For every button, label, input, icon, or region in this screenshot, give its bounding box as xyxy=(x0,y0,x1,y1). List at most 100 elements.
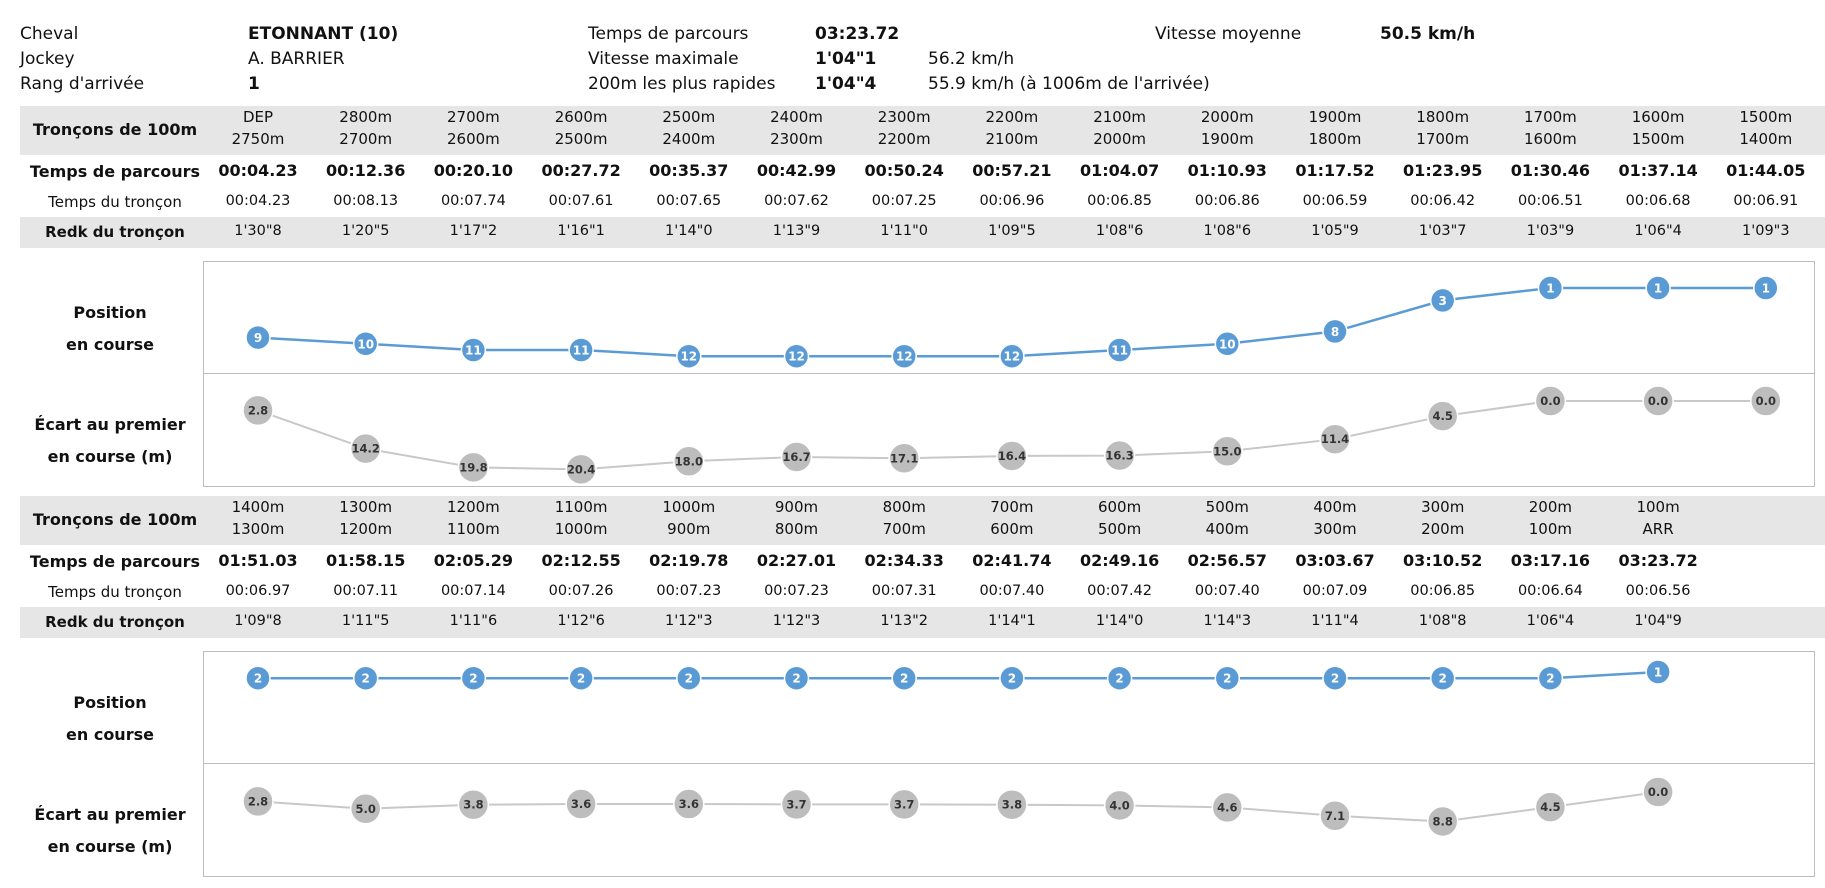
troncon-to-cell: 2750m xyxy=(231,130,285,148)
ecart-1-point-label: 20.4 xyxy=(567,462,595,476)
temps-parcours-cell: 01:10.93 xyxy=(1187,161,1267,180)
vmoy-label: Vitesse moyenne xyxy=(1155,24,1302,44)
jockey-label: Jockey xyxy=(20,49,75,69)
troncon-to-cell: 2000m xyxy=(1093,130,1146,148)
ecart-2-point xyxy=(1642,776,1674,808)
temps-parcours-cell: 02:49.16 xyxy=(1079,551,1160,570)
redk-cell: 1'14"3 xyxy=(1203,613,1252,629)
temps-parcours-cell: 02:05.29 xyxy=(433,551,514,570)
temps-troncon-cell: 00:07.11 xyxy=(333,583,399,599)
rang-value: 1 xyxy=(248,74,260,94)
troncon-from-cell: 1000m xyxy=(662,498,716,516)
fast-speed: 55.9 km/h (à 1006m de l'arrivée) xyxy=(928,74,1210,94)
temps-troncon-cell: 00:06.96 xyxy=(979,193,1045,209)
temps-troncon-cell: 00:08.13 xyxy=(333,193,399,209)
troncon-to-cell: 200m xyxy=(1421,520,1465,538)
temps-parcours-cell: 00:57.21 xyxy=(972,161,1052,180)
position-2-point-label: 2 xyxy=(1008,672,1016,686)
temps-parcours-cell: 01:17.52 xyxy=(1295,161,1375,180)
ecart-2-point xyxy=(457,788,490,821)
troncon-from-cell: 2800m xyxy=(339,108,393,126)
temps-troncon-cell: 00:06.59 xyxy=(1302,193,1368,209)
ecart-1-point xyxy=(1642,385,1674,417)
troncon-to-cell: ARR xyxy=(1642,520,1674,538)
ecart-2-point-label: 7.1 xyxy=(1325,809,1345,823)
position-2-point xyxy=(1322,665,1348,691)
troncon-from-cell: 300m xyxy=(1421,498,1465,516)
ecart-2-point-label: 8.8 xyxy=(1433,814,1453,828)
vmax-label: Vitesse maximale xyxy=(588,49,739,69)
ecart-2-point-label: 3.7 xyxy=(894,797,914,811)
ecart-2-line xyxy=(257,791,1659,823)
troncons-row-label: Tronçons de 100m xyxy=(32,120,198,139)
position-1-point-label: 11 xyxy=(573,344,590,358)
temps-troncon-cell: 00:06.85 xyxy=(1087,193,1153,209)
temps-parcours-cell: 02:19.78 xyxy=(649,551,729,570)
position-1-point-label: 12 xyxy=(788,350,805,364)
redk-cell: 1'06"4 xyxy=(1634,223,1682,239)
position-2-point xyxy=(1214,665,1241,691)
troncon-to-cell: 1700m xyxy=(1416,130,1470,148)
ecart-2-point xyxy=(673,788,705,820)
cheval-value: ETONNANT (10) xyxy=(248,24,399,44)
ecart-1-point-label: 19.8 xyxy=(459,460,487,474)
ecart-1-point-label: 15.0 xyxy=(1213,444,1241,458)
redk-cell: 1'09"3 xyxy=(1742,223,1790,239)
troncon-from-cell: 2700m xyxy=(446,108,500,126)
temps-value: 03:23.72 xyxy=(815,24,900,44)
fast-time: 1'04"4 xyxy=(815,74,877,94)
troncon-to-cell: 700m xyxy=(882,520,926,538)
temps-parcours-cell: 03:03.67 xyxy=(1295,551,1375,570)
position-2-point xyxy=(1106,665,1133,691)
ecart-1-point-label: 0.0 xyxy=(1540,394,1560,408)
troncon-to-cell: 900m xyxy=(667,520,711,538)
ecart-2-point xyxy=(996,788,1028,821)
redk-row-label: Redk du tronçon xyxy=(45,613,185,631)
position-2-point-label: 2 xyxy=(1331,672,1339,686)
redk-cell: 1'13"2 xyxy=(880,613,928,629)
troncon-from-cell: 1300m xyxy=(339,498,393,516)
temps-parcours-cell: 00:42.99 xyxy=(756,161,837,180)
troncon-to-cell: 400m xyxy=(1205,520,1249,538)
troncon-from-cell: 2600m xyxy=(554,108,608,126)
temps-troncon-cell: 00:06.56 xyxy=(1625,583,1691,599)
ecart-2-point-label: 2.8 xyxy=(248,794,268,808)
redk-cell: 1'14"0 xyxy=(665,223,713,239)
temps-parcours-cell: 02:12.55 xyxy=(541,551,621,570)
redk-cell: 1'03"9 xyxy=(1526,223,1575,239)
position-1-point xyxy=(999,343,1025,369)
ecart-2-point xyxy=(780,788,813,821)
ecart-2-point xyxy=(349,793,382,825)
ecart-1-point xyxy=(349,432,382,465)
position-1-point-label: 1 xyxy=(1546,282,1554,296)
temps-troncon-cell: 00:07.42 xyxy=(1087,583,1153,599)
position-2-point xyxy=(352,665,379,691)
ecart-2-point xyxy=(565,788,597,820)
redk-cell: 1'11"4 xyxy=(1311,613,1359,629)
position-2-point-label: 2 xyxy=(469,672,477,686)
ecart-2-point-label: 3.8 xyxy=(463,798,483,812)
redk-cell: 1'08"6 xyxy=(1203,223,1252,239)
ecart-2-point xyxy=(1426,805,1459,838)
troncon-to-cell: 1800m xyxy=(1308,130,1362,148)
troncon-from-cell: 700m xyxy=(990,498,1034,516)
troncon-from-cell: 2000m xyxy=(1200,108,1254,126)
troncon-to-cell: 2500m xyxy=(554,130,608,148)
ecart-2-point xyxy=(1211,791,1244,824)
ecart-2-point-label: 3.6 xyxy=(679,797,699,811)
position-2-point-label: 2 xyxy=(1546,672,1554,686)
troncon-band xyxy=(20,106,1825,155)
redk-band xyxy=(20,607,1825,638)
temps-troncon-cell: 00:07.26 xyxy=(548,583,614,599)
troncon-to-cell: 2200m xyxy=(877,130,931,148)
temps-troncon-cell: 00:07.40 xyxy=(979,583,1045,599)
temps-parcours-cell: 01:37.14 xyxy=(1618,161,1698,180)
ecart-1-point xyxy=(996,440,1028,472)
position-1-point-label: 11 xyxy=(465,344,482,358)
redk-cell: 1'16"1 xyxy=(557,223,605,239)
position-1-point xyxy=(1429,287,1456,314)
troncon-from-cell: 1900m xyxy=(1308,108,1362,126)
position-2-point xyxy=(999,665,1025,691)
troncon-to-cell: 2300m xyxy=(770,130,823,148)
